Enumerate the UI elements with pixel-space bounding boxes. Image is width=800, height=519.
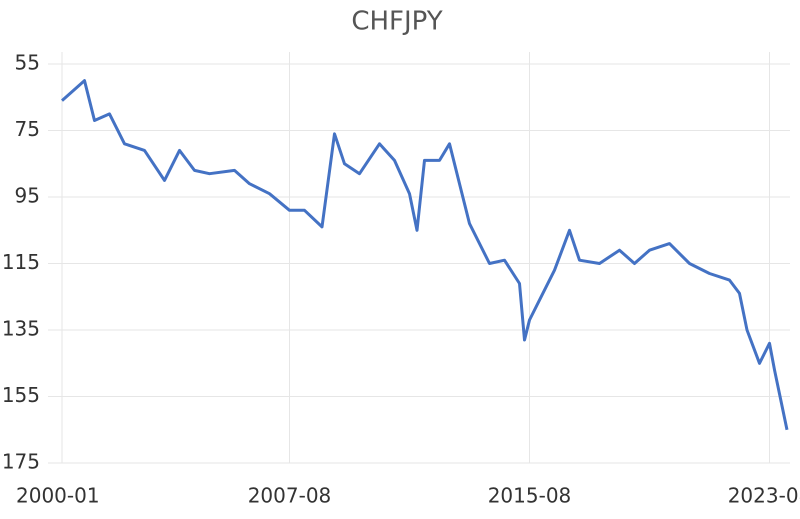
y-tick-label: 75 (15, 117, 40, 141)
x-tick-label: 2000-01 (16, 484, 100, 508)
y-tick-label: 175 (2, 450, 40, 474)
x-tick-label: 2015-08 (488, 484, 572, 508)
y-tick-label: 155 (2, 383, 40, 407)
x-tick-label: 2023-08 (728, 484, 800, 508)
data-line (61, 79, 789, 431)
y-tick-label: 135 (2, 317, 40, 341)
chart-title: CHFJPY (351, 7, 442, 37)
x-tick-label: 2007-08 (248, 484, 332, 508)
y-tick-label: 115 (2, 250, 40, 274)
y-tick-label: 95 (15, 184, 40, 208)
y-tick-label: 55 (15, 51, 40, 75)
